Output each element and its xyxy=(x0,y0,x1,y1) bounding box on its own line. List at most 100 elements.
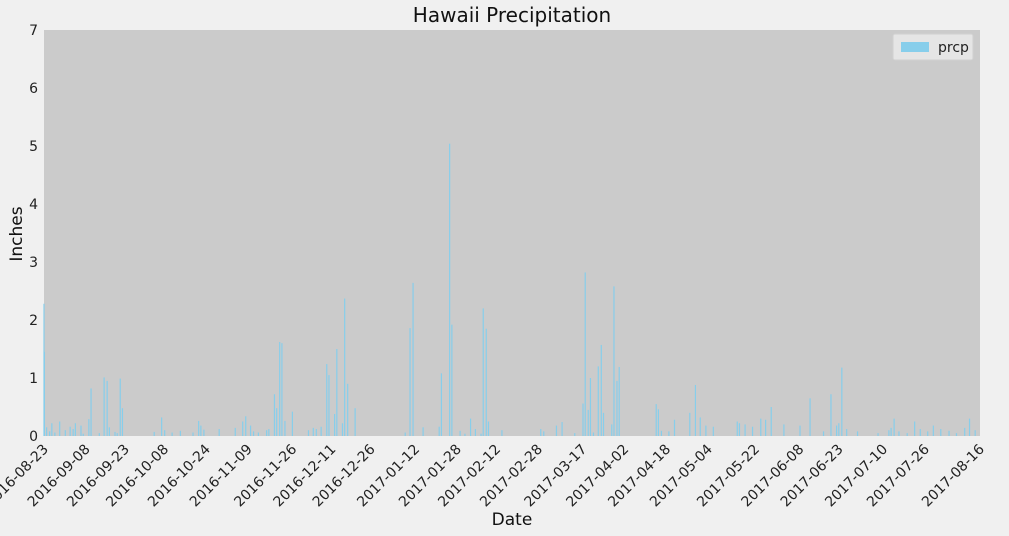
bar xyxy=(673,419,676,436)
bar xyxy=(106,380,108,436)
x-axis: 2016-08-232016-09-082016-09-232016-10-08… xyxy=(0,441,988,510)
bar xyxy=(822,431,825,436)
bar xyxy=(561,422,563,436)
bar xyxy=(98,433,100,436)
bar xyxy=(252,431,255,436)
bar xyxy=(451,324,453,436)
bar xyxy=(121,408,124,436)
bar xyxy=(856,431,859,436)
bar xyxy=(347,383,349,436)
bar xyxy=(412,282,414,436)
bar xyxy=(449,143,451,436)
bar xyxy=(276,408,278,436)
bar xyxy=(90,388,92,436)
bar xyxy=(830,394,832,436)
bar xyxy=(584,272,586,436)
bar xyxy=(80,425,82,436)
bar xyxy=(480,433,482,436)
bar xyxy=(103,377,105,436)
bar xyxy=(927,431,929,436)
bar xyxy=(245,416,247,436)
bar xyxy=(589,378,592,436)
bar xyxy=(88,419,90,436)
bar xyxy=(668,431,670,436)
bar xyxy=(783,424,785,436)
bar xyxy=(694,384,697,436)
bar xyxy=(611,424,613,436)
bar xyxy=(59,421,61,436)
chart-title: Hawaii Precipitation xyxy=(413,3,611,27)
bar xyxy=(657,409,660,436)
y-tick-label: 1 xyxy=(29,371,38,387)
bar xyxy=(968,418,971,436)
bar xyxy=(587,409,589,436)
bar xyxy=(744,424,746,436)
bar xyxy=(770,407,772,436)
bar xyxy=(836,425,838,436)
bar xyxy=(279,342,281,436)
bar xyxy=(161,417,163,436)
bar xyxy=(712,426,714,436)
bar xyxy=(799,425,801,436)
legend-box xyxy=(892,33,974,61)
bar xyxy=(171,432,173,436)
bar xyxy=(312,427,314,436)
bar xyxy=(890,427,892,436)
bar xyxy=(592,432,595,436)
plot-area xyxy=(44,30,980,436)
bar xyxy=(198,420,200,436)
bar xyxy=(334,413,336,436)
bar xyxy=(119,378,121,436)
bar xyxy=(54,432,56,436)
bar xyxy=(809,398,811,436)
bar xyxy=(974,430,976,436)
bar xyxy=(618,366,620,436)
bar xyxy=(699,417,701,436)
bar xyxy=(540,429,542,436)
bar xyxy=(841,367,843,436)
bar xyxy=(888,430,890,436)
y-tick-label: 2 xyxy=(29,313,38,329)
bar xyxy=(501,430,503,436)
bar xyxy=(738,423,741,436)
bar xyxy=(114,431,116,436)
bar xyxy=(46,427,48,436)
y-tick-label: 4 xyxy=(29,197,38,213)
bar xyxy=(284,420,286,436)
bar xyxy=(268,429,270,436)
bar xyxy=(846,429,848,436)
bar xyxy=(877,433,879,436)
bar xyxy=(474,429,476,436)
bar xyxy=(464,433,466,436)
bar xyxy=(582,403,584,436)
bar xyxy=(336,349,338,436)
bar xyxy=(51,423,53,436)
bar xyxy=(203,429,205,436)
bar xyxy=(705,425,707,436)
legend-label: prcp xyxy=(938,40,969,56)
bar xyxy=(893,418,895,436)
bar xyxy=(164,430,166,436)
bar xyxy=(341,423,344,436)
bar xyxy=(307,430,310,436)
bar xyxy=(153,431,155,436)
bar-series xyxy=(43,143,976,436)
bar xyxy=(898,431,900,436)
bar xyxy=(69,426,71,436)
y-tick-label: 6 xyxy=(29,81,38,97)
bar xyxy=(736,421,738,436)
bar xyxy=(469,418,472,436)
bar xyxy=(485,328,487,436)
y-axis: 0 1 2 3 4 5 6 7 xyxy=(29,23,38,445)
bar xyxy=(49,431,51,436)
bar xyxy=(440,373,443,436)
bar xyxy=(291,411,293,436)
x-axis-label: Date xyxy=(492,510,533,530)
bar xyxy=(74,423,76,436)
y-tick-label: 3 xyxy=(29,255,38,271)
bar xyxy=(964,427,966,436)
bar xyxy=(234,427,236,436)
bar xyxy=(919,429,921,436)
y-tick-label: 7 xyxy=(29,23,38,39)
